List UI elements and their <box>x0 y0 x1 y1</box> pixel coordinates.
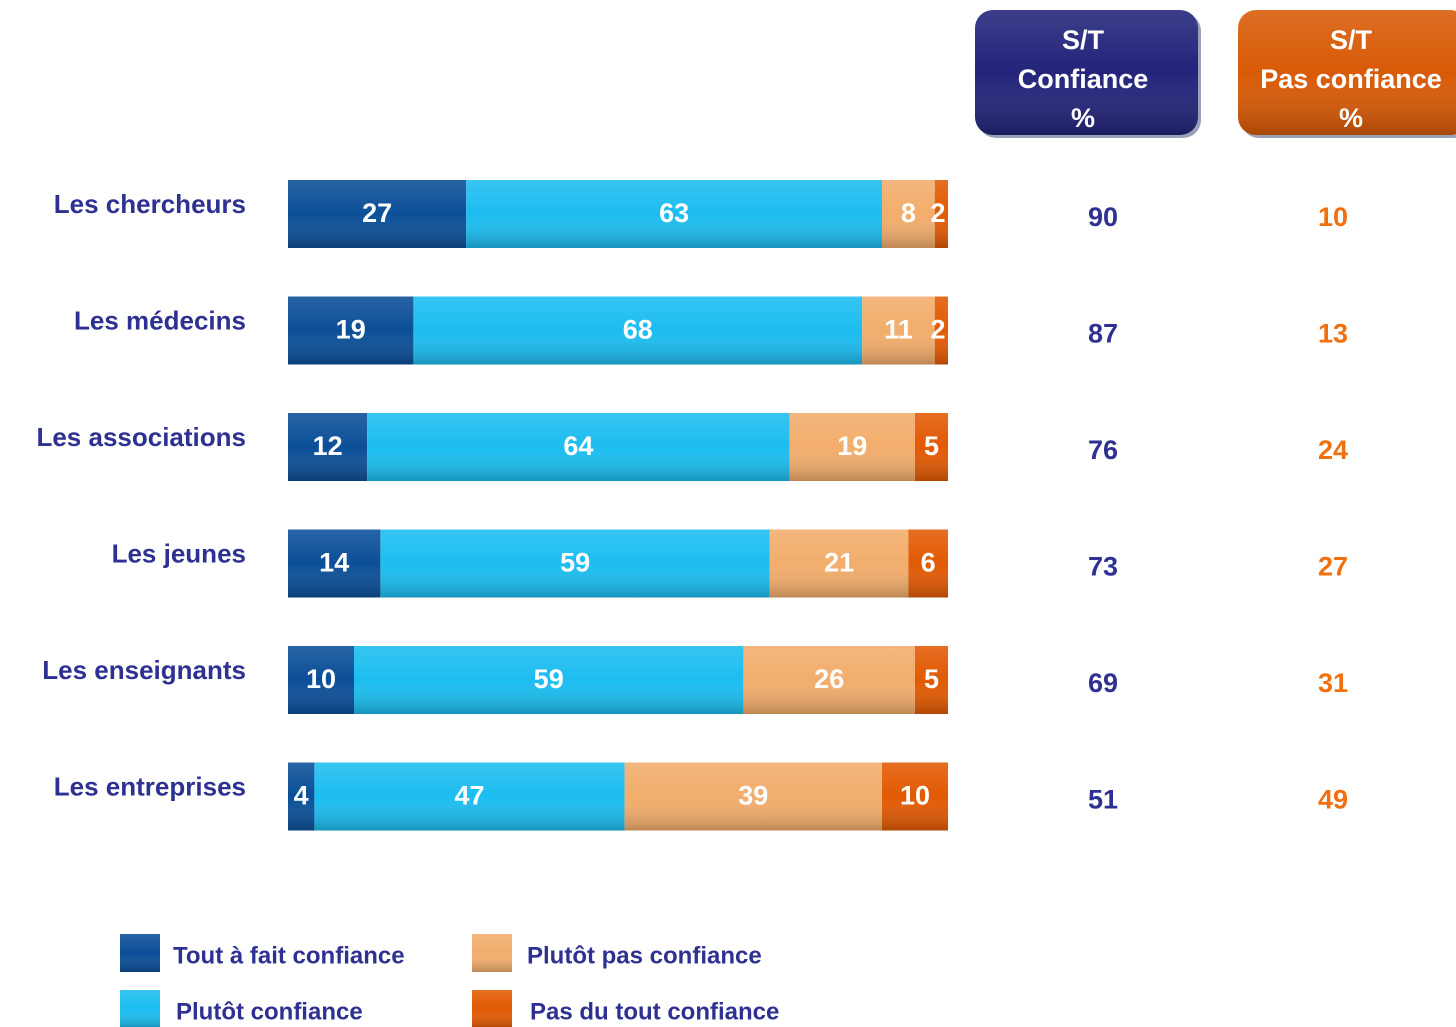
bar-shade <box>466 180 882 248</box>
category-label: Les enseignants <box>42 655 246 685</box>
total-value: 90 <box>1088 202 1118 232</box>
header-text: % <box>1339 103 1363 133</box>
legend-shade <box>472 990 512 1027</box>
value-label: 19 <box>837 431 867 461</box>
header-shade <box>975 10 1198 135</box>
total-value: 24 <box>1318 435 1348 465</box>
total-value: 69 <box>1088 668 1118 698</box>
value-label: 12 <box>313 431 343 461</box>
legend-label: Pas du tout confiance <box>530 998 779 1025</box>
bar-shade <box>288 413 368 481</box>
total-value: 87 <box>1088 319 1118 349</box>
bar-shade <box>934 180 948 248</box>
value-label: 68 <box>623 315 653 345</box>
bar-shade <box>915 413 948 481</box>
value-label: 11 <box>884 315 913 345</box>
value-label: 63 <box>659 198 689 228</box>
bar-shade <box>288 762 315 831</box>
value-label: 64 <box>563 431 593 461</box>
total-value: 13 <box>1318 319 1348 349</box>
header-shade <box>1238 10 1456 135</box>
total-value: 76 <box>1088 435 1118 465</box>
bar-shade <box>288 180 467 248</box>
bar-shade <box>915 646 948 714</box>
bar-shade <box>934 296 948 365</box>
header-text: S/T <box>1062 25 1105 55</box>
bar-shade <box>882 762 948 831</box>
bar-shade <box>908 529 948 598</box>
value-label: 10 <box>306 664 336 694</box>
legend-label: Plutôt pas confiance <box>527 942 762 969</box>
category-label: Les associations <box>36 422 246 452</box>
header-text: % <box>1071 103 1095 133</box>
bar-shade <box>743 646 915 714</box>
bar-shade <box>288 646 354 714</box>
value-label: 2 <box>930 198 945 228</box>
value-label: 5 <box>924 431 939 461</box>
legend-shade <box>120 934 160 972</box>
value-label: 27 <box>362 198 392 228</box>
bar-shade <box>367 413 790 481</box>
value-label: 8 <box>901 198 916 228</box>
value-label: 2 <box>930 315 945 345</box>
value-label: 14 <box>319 548 349 578</box>
value-label: 4 <box>294 781 309 811</box>
bar-shade <box>882 180 935 248</box>
total-value: 27 <box>1318 552 1348 582</box>
value-label: 6 <box>921 548 936 578</box>
category-label: Les chercheurs <box>54 189 246 219</box>
bar-shade <box>769 529 909 598</box>
bar-shade <box>288 529 381 598</box>
header-text: Pas confiance <box>1260 64 1442 94</box>
legend-shade <box>120 990 160 1027</box>
legend-label: Tout à fait confiance <box>173 942 405 969</box>
header-text: Confiance <box>1018 64 1149 94</box>
bar-shade <box>380 529 770 598</box>
bar-shade <box>354 646 744 714</box>
bar-shade <box>862 296 935 365</box>
value-label: 59 <box>560 548 590 578</box>
header-text: S/T <box>1330 25 1373 55</box>
category-label: Les médecins <box>74 305 246 335</box>
value-label: 47 <box>454 781 484 811</box>
total-value: 51 <box>1088 785 1118 815</box>
bar-shade <box>314 762 625 831</box>
value-label: 21 <box>824 548 854 578</box>
total-value: 73 <box>1088 552 1118 582</box>
value-label: 59 <box>534 664 564 694</box>
category-label: Les jeunes <box>112 538 246 568</box>
value-label: 26 <box>814 664 844 694</box>
value-label: 19 <box>336 315 366 345</box>
total-value: 49 <box>1318 785 1348 815</box>
category-label: Les entreprises <box>54 771 246 801</box>
total-value: 10 <box>1318 202 1348 232</box>
total-value: 31 <box>1318 668 1348 698</box>
bar-shade <box>624 762 882 831</box>
bar-shade <box>413 296 863 365</box>
value-label: 39 <box>738 781 768 811</box>
value-label: 10 <box>900 781 930 811</box>
legend-shade <box>472 934 512 972</box>
bar-shade <box>288 296 414 365</box>
value-label: 5 <box>924 664 939 694</box>
bar-shade <box>789 413 915 481</box>
legend-label: Plutôt confiance <box>176 998 363 1025</box>
